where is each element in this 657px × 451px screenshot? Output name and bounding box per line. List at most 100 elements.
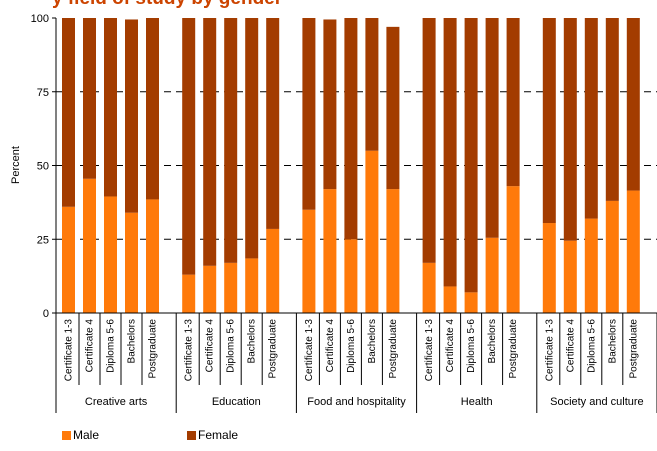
x-tick-labels: Certificate 1-3 Certificate 4 Diploma 5-6 B… <box>64 319 640 382</box>
bar-male <box>464 292 478 313</box>
x-tick-label: Postgraduate <box>628 319 639 379</box>
bar-female <box>83 18 96 179</box>
x-tick-label: Certificate 4 <box>205 319 216 373</box>
bar-male <box>104 196 117 313</box>
x-tick-label: Diploma 5-6 <box>586 319 597 373</box>
x-tick-label: Postgraduate <box>268 319 279 379</box>
legend-swatch-female <box>187 430 197 440</box>
x-tick-label: Bachelors <box>127 319 138 363</box>
bar-male <box>344 239 358 313</box>
x-tick-label: Certificate 4 <box>85 319 96 373</box>
bar-female <box>266 18 280 229</box>
x-tick-label: Certificate 1-3 <box>304 319 315 382</box>
x-tick-label: Bachelors <box>607 319 618 363</box>
x-tick-label: Diploma 5-6 <box>346 319 357 373</box>
group-label: Society and culture <box>550 396 644 408</box>
bar-female <box>422 18 436 263</box>
x-tick-label: Bachelors <box>247 319 258 363</box>
group-label: Creative arts <box>85 396 148 408</box>
bar-female <box>506 18 520 187</box>
x-tick-label: Certificate 4 <box>445 319 456 373</box>
bar-female <box>146 18 159 200</box>
y-tick-label: 75 <box>37 87 49 99</box>
legend-label-male: Male <box>73 428 100 442</box>
bars <box>62 18 640 313</box>
bar-male <box>506 186 520 313</box>
bar-male <box>485 237 499 313</box>
bar-male <box>563 240 577 313</box>
bar-female <box>344 18 358 240</box>
group-labels: Creative arts Education Food and hospitali… <box>85 396 644 408</box>
legend-label-female: Female <box>198 428 239 442</box>
bar-male <box>365 150 379 313</box>
bar-male <box>443 286 457 313</box>
x-tick-label: Certificate 4 <box>325 319 336 373</box>
legend-swatch-male <box>62 430 71 440</box>
bar-male <box>584 218 598 313</box>
bar-male <box>245 258 259 313</box>
bar-male <box>626 190 640 313</box>
bar-male <box>422 262 436 313</box>
bar-male <box>605 200 619 313</box>
bar-male <box>62 206 75 313</box>
bar-female <box>626 18 640 191</box>
x-tick-label: Postgraduate <box>388 319 399 379</box>
bar-female <box>386 26 400 190</box>
bar-female <box>224 18 238 263</box>
group-label: Health <box>461 396 493 408</box>
bar-female <box>182 18 196 275</box>
bar-male <box>224 262 238 313</box>
y-tick-label: 100 <box>31 13 49 25</box>
x-tick-label: Bachelors <box>487 319 498 363</box>
bar-male <box>266 228 280 313</box>
x-tick-label: Certificate 1-3 <box>184 319 195 382</box>
y-tick-label: 0 <box>43 308 49 320</box>
bar-male <box>542 223 556 313</box>
bar-female <box>485 18 499 238</box>
bar-female <box>464 18 478 293</box>
y-tick-labels: 0 25 50 75 100 <box>31 13 49 320</box>
bar-male <box>302 209 316 313</box>
bar-male <box>125 212 138 313</box>
bar-female <box>563 18 577 241</box>
bar-female <box>605 18 619 201</box>
bar-female <box>323 19 337 190</box>
x-tick-label: Certificate 1-3 <box>64 319 75 382</box>
chart-title-fragment: y field of study by gender <box>52 0 283 9</box>
bar-female <box>125 19 138 213</box>
bar-male <box>146 199 159 313</box>
bar-female <box>443 18 457 287</box>
bar-female <box>104 18 117 197</box>
y-axis-label: Percent <box>10 146 22 184</box>
x-tick-label: Diploma 5-6 <box>466 319 477 373</box>
y-tick-label: 25 <box>37 234 49 246</box>
x-tick-label: Certificate 1-3 <box>544 319 555 382</box>
x-tick-label: Certificate 1-3 <box>424 319 435 382</box>
axes <box>52 17 657 413</box>
bar-male <box>83 178 96 313</box>
bar-female <box>245 18 259 259</box>
bar-female <box>542 18 556 224</box>
x-tick-label: Diploma 5-6 <box>226 319 237 373</box>
bar-female <box>302 18 316 210</box>
legend: Male Female <box>62 428 238 442</box>
group-label: Food and hospitality <box>307 396 406 408</box>
bar-female <box>365 18 379 151</box>
bar-male <box>323 189 337 313</box>
bar-female <box>584 18 598 219</box>
x-tick-label: Bachelors <box>367 319 378 363</box>
group-label: Education <box>212 396 261 408</box>
bar-female <box>62 18 75 207</box>
legend-item-male: Male <box>62 428 99 442</box>
legend-item-female: Female <box>187 428 238 442</box>
bar-female <box>203 18 217 266</box>
bar-male <box>182 274 196 313</box>
x-tick-label: Certificate 4 <box>565 319 576 373</box>
x-tick-label: Postgraduate <box>508 319 519 379</box>
bar-male <box>386 189 400 313</box>
x-tick-label: Postgraduate <box>148 319 159 379</box>
y-tick-label: 50 <box>37 161 49 173</box>
x-tick-label: Diploma 5-6 <box>106 319 117 373</box>
